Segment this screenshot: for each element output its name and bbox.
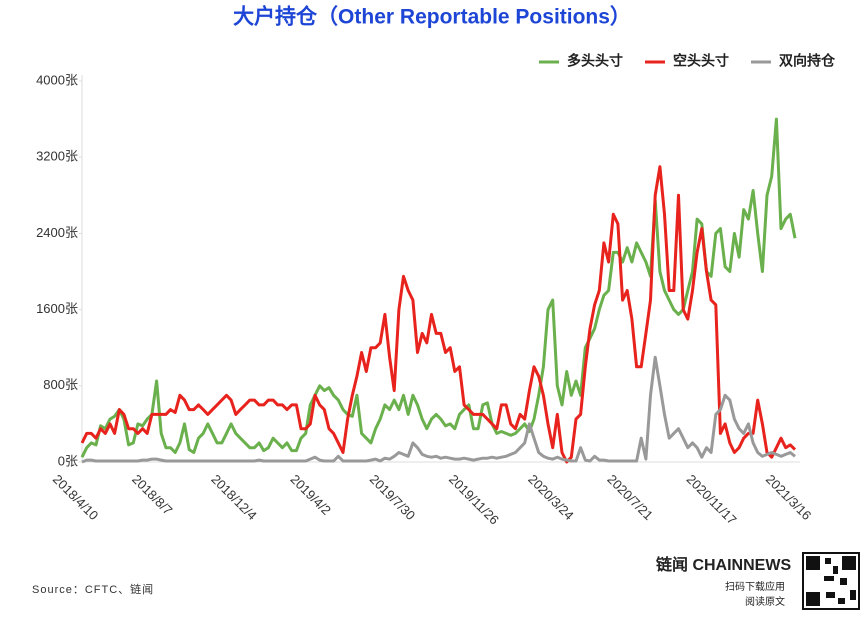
brand-name: 链闻 CHAINNEWS	[656, 555, 791, 574]
x-tick-label: 2020/3/24	[525, 472, 577, 524]
y-tick-label: 3200张	[36, 149, 78, 164]
y-tick-label: 1600张	[36, 301, 78, 316]
x-tick-label: 2020/11/17	[684, 472, 740, 528]
y-tick-label: 2400张	[36, 225, 78, 240]
x-tick-label: 2019/11/26	[446, 472, 502, 528]
x-tick-label: 2018/4/10	[50, 472, 102, 524]
y-tick-label: 0张	[58, 453, 78, 468]
x-tick-label: 2021/3/16	[763, 472, 815, 524]
x-tick-label: 2020/7/21	[604, 472, 656, 524]
legend-label: 多头头寸	[567, 53, 623, 69]
brand-line: 阅读原文	[745, 595, 785, 608]
x-tick-label: 2018/8/7	[129, 472, 175, 518]
qr-code	[802, 552, 860, 610]
x-tick-label: 2019/4/2	[288, 472, 334, 518]
series-line	[80, 117, 797, 458]
chart-title: 大户持仓（Other Reportable Positions）	[233, 5, 631, 29]
x-tick-label: 2019/7/30	[367, 472, 419, 524]
legend-label: 双向持仓	[779, 53, 836, 69]
source: Source：CFTC、链闻	[32, 582, 154, 596]
y-tick-label: 4000张	[36, 72, 78, 87]
x-tick-label: 2018/12/4	[208, 472, 260, 524]
y-tick-label: 800张	[43, 377, 78, 392]
series-line	[80, 165, 797, 464]
legend-label: 空头头寸	[673, 53, 729, 69]
series-line	[81, 355, 796, 464]
brand-line: 扫码下载应用	[725, 580, 785, 593]
